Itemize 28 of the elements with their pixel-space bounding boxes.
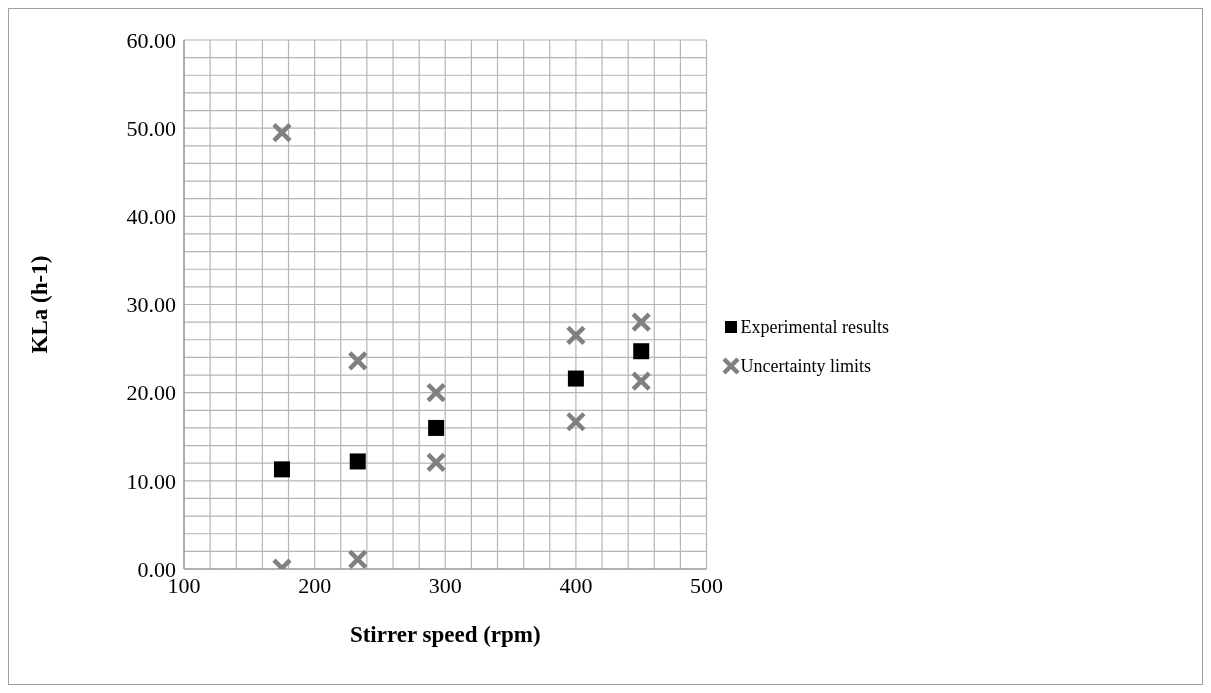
point — [565, 411, 587, 433]
point — [349, 453, 366, 470]
point — [630, 311, 652, 333]
y-tick-label: 20.00 — [126, 380, 176, 406]
x-tick-label: 500 — [690, 572, 724, 598]
point — [428, 419, 445, 436]
point — [273, 461, 290, 478]
point — [347, 549, 368, 569]
x-tick-label: 300 — [428, 572, 462, 598]
point — [425, 452, 447, 473]
x-tick-label: 400 — [559, 572, 593, 598]
y-tick-label: 30.00 — [126, 292, 176, 318]
point — [271, 122, 293, 143]
point — [630, 370, 652, 392]
y-tick-label: 10.00 — [126, 468, 176, 494]
x-axis-title: Stirrer speed (rpm) — [349, 622, 541, 647]
point — [565, 325, 587, 346]
legend-label: Uncertainty limits — [740, 355, 872, 377]
y-axis-title: KLa (h-1) — [27, 255, 53, 354]
y-tick-label: 40.00 — [126, 204, 176, 230]
point — [633, 343, 650, 360]
point — [347, 350, 368, 372]
y-tick-label: 50.00 — [126, 115, 176, 141]
point — [425, 382, 447, 403]
point — [567, 370, 584, 387]
x-tick-label: 200 — [298, 572, 332, 598]
y-tick-label: 60.00 — [126, 27, 176, 53]
legend-label: Experimental results — [740, 316, 889, 338]
